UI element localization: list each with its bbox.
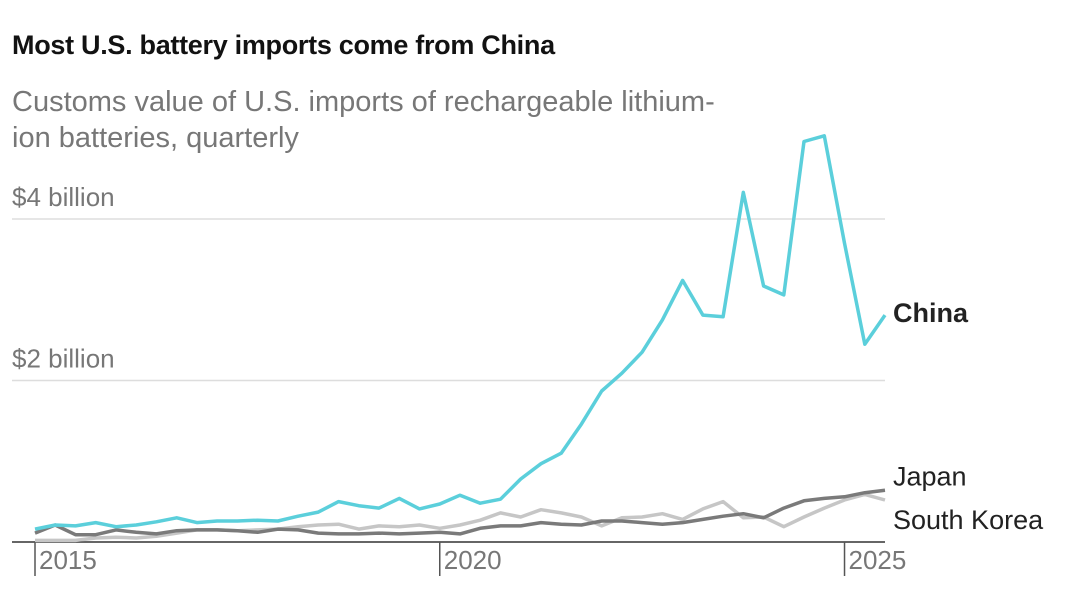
series-line [35, 492, 886, 543]
y-tick-label: $4 billion [12, 182, 115, 212]
series-label: South Korea [893, 505, 1044, 535]
x-tick-label: 2015 [39, 545, 97, 575]
series-line [34, 134, 887, 531]
x-tick-label: 2025 [849, 545, 907, 575]
series-label: China [893, 298, 969, 328]
series-line [34, 488, 886, 537]
x-tick-label: 2020 [444, 545, 502, 575]
chart-title: Most U.S. battery imports come from Chin… [12, 30, 555, 60]
y-tick-label: $2 billion [12, 343, 115, 373]
chart-subtitle: Customs value of U.S. imports of recharg… [12, 86, 715, 154]
series-label: Japan [893, 461, 967, 491]
